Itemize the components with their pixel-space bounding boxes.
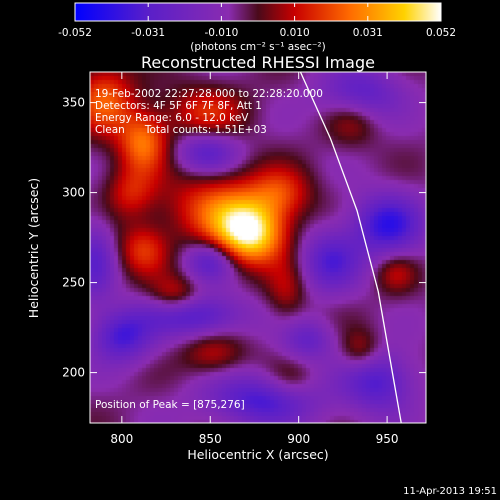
- heatmap-image-holder: [90, 72, 426, 423]
- colorbar-tick-label: -0.010: [204, 27, 238, 39]
- y-tick-label: 300: [62, 186, 85, 200]
- y-tick-label: 350: [62, 96, 85, 110]
- peak-position-label: Position of Peak = [875,276]: [95, 399, 245, 411]
- x-axis: 800 850 900 950: [110, 72, 399, 446]
- annotation-time-range: 19-Feb-2002 22:27:28.000 to 22:28:20.000: [95, 88, 323, 100]
- x-axis-label: Heliocentric X (arcsec): [187, 447, 328, 462]
- annotation-clean-counts: Clean Total counts: 1.51E+03: [95, 124, 267, 136]
- footer-date: 11-Apr-2013 19:51: [403, 486, 497, 497]
- y-axis-label: Heliocentric Y (arcsec): [26, 178, 41, 318]
- colorbar-tick-label: -0.052: [58, 27, 92, 39]
- plot-area: 19-Feb-2002 22:27:28.000 to 22:28:20.000…: [89, 71, 427, 424]
- colorbar-tick-label: 0.052: [426, 27, 456, 39]
- heatmap-canvas: [90, 72, 426, 423]
- colorbar-strip: [74, 2, 442, 22]
- chart-title: Reconstructed RHESSI Image: [141, 53, 375, 72]
- solar-limb-arc: [299, 72, 402, 423]
- colorbar-unit-label: (photons cm⁻² s⁻¹ asec⁻²): [190, 41, 325, 53]
- x-tick-label: 900: [287, 432, 310, 446]
- colorbar-tick-label: 0.031: [353, 27, 383, 39]
- y-tick-label: 250: [62, 276, 85, 290]
- annotation-energy-range: Energy Range: 6.0 - 12.0 keV: [95, 112, 249, 124]
- colorbar-tick-label: 0.010: [280, 27, 310, 39]
- x-tick-label: 800: [110, 432, 133, 446]
- colorbar: -0.052 -0.031 -0.010 0.010 0.031 0.052 (photo…: [58, 2, 456, 53]
- colorbar-ticks: -0.052 -0.031 -0.010 0.010 0.031 0.052: [58, 3, 456, 39]
- annotation-detectors: Detectors: 4F 5F 6F 7F 8F, Att 1: [95, 100, 262, 112]
- y-axis: 200 250 300 350: [62, 96, 426, 380]
- plot-frame: [89, 71, 427, 424]
- x-tick-label: 850: [199, 432, 222, 446]
- y-tick-label: 200: [62, 366, 85, 380]
- colorbar-tick-label: -0.031: [131, 27, 165, 39]
- x-tick-label: 950: [376, 432, 399, 446]
